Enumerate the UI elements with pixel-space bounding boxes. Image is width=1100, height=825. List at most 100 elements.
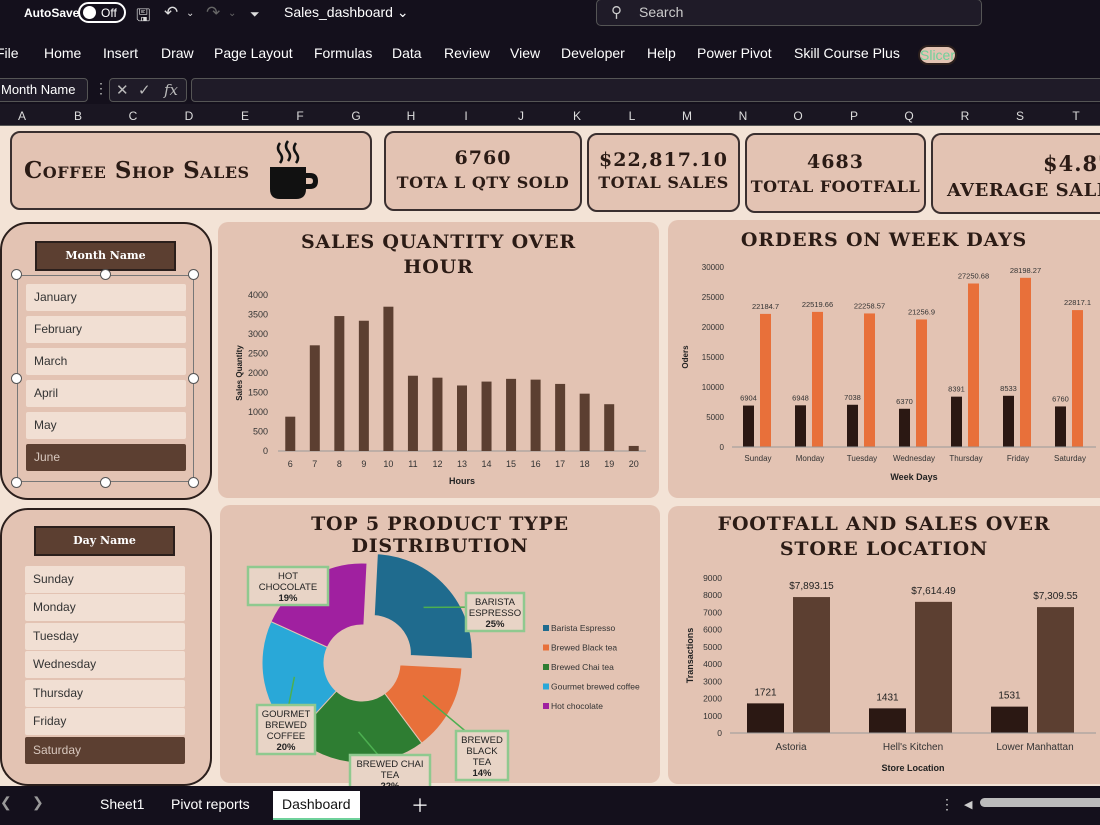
data-label-text: BARISTA bbox=[475, 597, 516, 608]
month-item-february[interactable]: February bbox=[26, 316, 186, 343]
next-sheet-icon[interactable]: ❯ bbox=[32, 794, 44, 810]
day-item-wednesday[interactable]: Wednesday bbox=[25, 651, 185, 678]
y-tick-label: 5000 bbox=[706, 413, 724, 422]
insert-function-icon[interactable]: fx bbox=[164, 81, 179, 99]
column-header[interactable]: Q bbox=[904, 109, 914, 123]
tab-view[interactable]: View bbox=[510, 45, 541, 61]
column-header[interactable]: S bbox=[1015, 109, 1024, 123]
column-header[interactable]: C bbox=[128, 109, 138, 123]
resize-handle[interactable] bbox=[100, 269, 111, 280]
column-header[interactable]: H bbox=[406, 109, 416, 123]
day-item-monday[interactable]: Monday bbox=[25, 594, 185, 621]
column-header[interactable]: F bbox=[296, 109, 304, 123]
day-item-thursday[interactable]: Thursday bbox=[25, 680, 185, 707]
column-header[interactable]: G bbox=[351, 109, 361, 123]
x-tick-label: 15 bbox=[506, 459, 516, 469]
store-location-chart-panel[interactable]: FOOTFALL AND SALES OVER STORE LOCATION 0 1… bbox=[668, 506, 1100, 784]
column-header[interactable]: M bbox=[682, 109, 692, 123]
column-header[interactable]: B bbox=[73, 109, 82, 123]
bar bbox=[1003, 395, 1014, 447]
column-header[interactable]: P bbox=[849, 109, 858, 123]
chart-title: TOP 5 PRODUCT TYPE DISTRIBUTION bbox=[311, 513, 569, 557]
enter-icon[interactable]: ✓ bbox=[138, 82, 151, 99]
data-label: $7,893.15 bbox=[789, 581, 834, 592]
tab-power-pivot[interactable]: Power Pivot bbox=[697, 45, 772, 61]
horizontal-scrollbar[interactable] bbox=[980, 798, 1100, 807]
column-header[interactable]: I bbox=[464, 109, 468, 123]
column-header[interactable]: L bbox=[628, 109, 636, 123]
resize-handle[interactable] bbox=[11, 477, 22, 488]
month-item-june[interactable]: June bbox=[26, 444, 186, 471]
tab-formulas[interactable]: Formulas bbox=[314, 45, 373, 61]
column-header[interactable]: T bbox=[1072, 109, 1080, 123]
tab-file[interactable]: File bbox=[0, 45, 19, 61]
data-label-box bbox=[454, 729, 510, 782]
save-icon[interactable]: 🖫 bbox=[136, 6, 151, 25]
day-item-tuesday[interactable]: Tuesday bbox=[25, 623, 185, 650]
y-tick-label: 7000 bbox=[703, 607, 722, 617]
sheet-tab-sheet1[interactable]: Sheet1 bbox=[100, 796, 145, 812]
workbook-filename[interactable]: Sales_dashboard ⌄ bbox=[284, 4, 409, 20]
undo-icon[interactable]: ↶ bbox=[164, 3, 179, 22]
day-item-friday[interactable]: Friday bbox=[25, 708, 185, 735]
data-label: 7038 bbox=[844, 393, 861, 402]
legend-entry: Gourmet brewed coffee bbox=[551, 682, 640, 692]
day-item-saturday[interactable]: Saturday bbox=[25, 737, 185, 764]
formula-input[interactable] bbox=[191, 78, 1100, 102]
prev-sheet-icon[interactable]: ❮ bbox=[0, 794, 12, 810]
column-header[interactable]: R bbox=[960, 109, 970, 123]
tab-insert[interactable]: Insert bbox=[103, 45, 139, 61]
column-header[interactable]: O bbox=[793, 109, 803, 123]
tab-page-layout[interactable]: Page Layout bbox=[214, 45, 293, 61]
tab-review[interactable]: Review bbox=[444, 45, 490, 61]
column-header[interactable]: A bbox=[17, 109, 26, 123]
month-item-may[interactable]: May bbox=[26, 412, 186, 439]
sheet-tab-pivot-reports[interactable]: Pivot reports bbox=[171, 796, 250, 812]
resize-handle[interactable] bbox=[11, 269, 22, 280]
redo-icon[interactable]: ↷ bbox=[206, 3, 221, 22]
more-options-icon[interactable]: ⋮ bbox=[94, 80, 108, 96]
sheet-tab-dashboard[interactable]: Dashboard bbox=[273, 791, 360, 820]
month-item-january[interactable]: January bbox=[26, 284, 186, 311]
bar bbox=[869, 708, 906, 733]
resize-handle[interactable] bbox=[188, 373, 199, 384]
column-header[interactable]: E bbox=[240, 109, 249, 123]
ribbon-tabs: File Home Insert Draw Page Layout Formul… bbox=[0, 28, 1100, 76]
data-label-text: BLACK bbox=[466, 746, 498, 757]
customize-qat-icon[interactable]: ⏷ bbox=[250, 7, 260, 21]
slicer-selection-box bbox=[17, 275, 194, 482]
resize-handle[interactable] bbox=[188, 477, 199, 488]
day-item-sunday[interactable]: Sunday bbox=[25, 566, 185, 593]
tab-skill-course-plus[interactable]: Skill Course Plus bbox=[794, 45, 900, 61]
redo-dropdown-icon[interactable]: ⌄ bbox=[228, 8, 237, 19]
month-item-march[interactable]: March bbox=[26, 348, 186, 375]
more-sheets-icon[interactable]: ⋮ bbox=[940, 796, 954, 812]
product-distribution-chart-panel[interactable]: TOP 5 PRODUCT TYPE DISTRIBUTION BARISTA ES… bbox=[220, 505, 660, 795]
bar bbox=[795, 405, 806, 447]
tab-draw[interactable]: Draw bbox=[161, 45, 194, 61]
column-header[interactable]: K bbox=[572, 109, 581, 123]
tab-home[interactable]: Home bbox=[44, 45, 82, 61]
month-item-april[interactable]: April bbox=[26, 380, 186, 407]
name-box[interactable]: Month Name ⌄ bbox=[0, 78, 88, 112]
column-header[interactable]: J bbox=[518, 109, 524, 123]
column-header[interactable]: D bbox=[184, 109, 194, 123]
tab-developer[interactable]: Developer bbox=[561, 45, 625, 61]
orders-weekdays-chart-panel[interactable]: ORDERS ON WEEK DAYS 0 5000 10000 15000 20000… bbox=[668, 220, 1100, 498]
scroll-left-icon[interactable]: ◀ bbox=[964, 799, 973, 811]
resize-handle[interactable] bbox=[188, 269, 199, 280]
tab-slicer[interactable]: Slicer bbox=[918, 45, 958, 65]
add-sheet-icon[interactable]: ＋ bbox=[411, 796, 429, 816]
resize-handle[interactable] bbox=[100, 477, 111, 488]
tab-data[interactable]: Data bbox=[392, 45, 422, 61]
cancel-icon[interactable]: ✕ bbox=[116, 82, 129, 99]
resize-handle[interactable] bbox=[11, 373, 22, 384]
search-box[interactable]: ⚲ Search bbox=[596, 0, 982, 26]
undo-dropdown-icon[interactable]: ⌄ bbox=[186, 8, 195, 19]
column-header[interactable]: N bbox=[738, 109, 748, 123]
autosave-toggle[interactable]: Off bbox=[78, 2, 126, 23]
sales-quantity-chart-panel[interactable]: SALES QUANTITY OVER HOUR 0 500 1000 1500 2000… bbox=[218, 222, 659, 498]
bar bbox=[760, 313, 771, 447]
tab-help[interactable]: Help bbox=[647, 45, 676, 61]
x-tick-label: 11 bbox=[408, 459, 417, 469]
